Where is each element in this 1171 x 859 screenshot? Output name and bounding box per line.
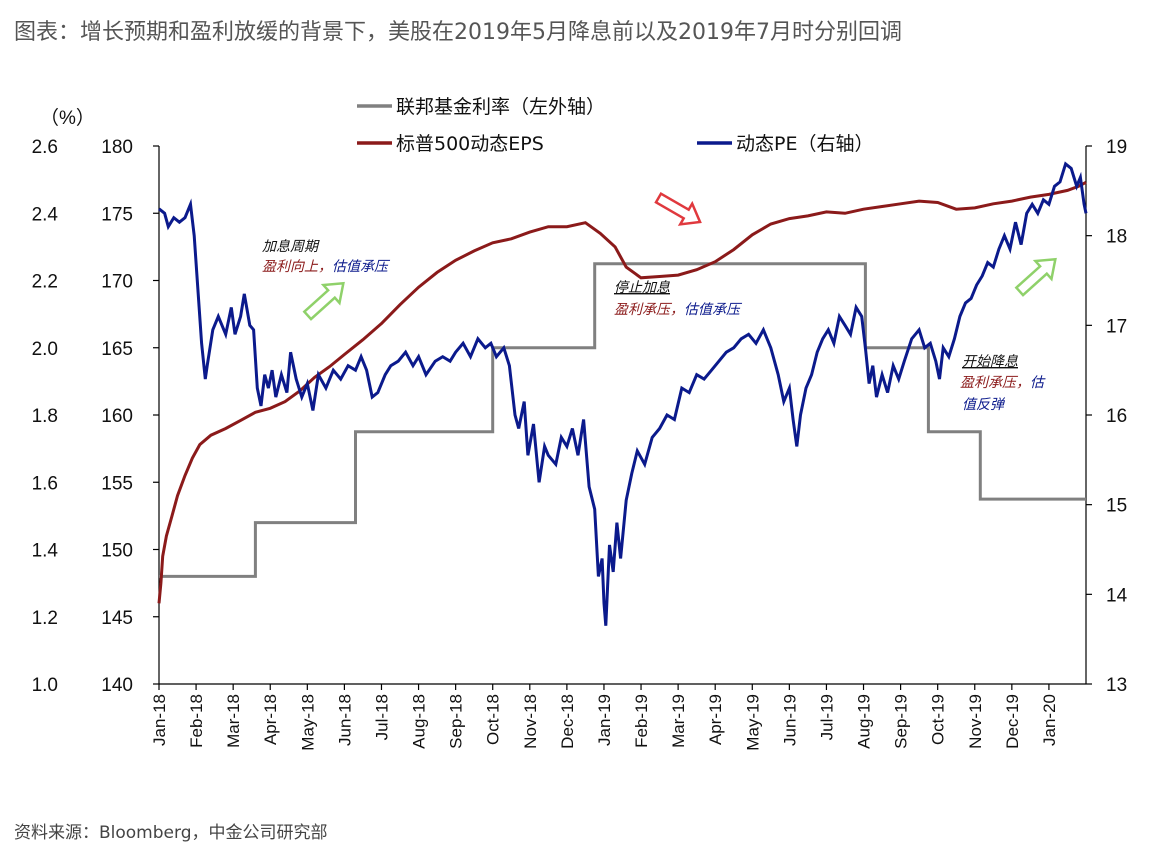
pe-tick-label: 17	[1106, 316, 1127, 337]
x-tick-label: Jan-19	[595, 694, 614, 746]
annotation-line: 盈利向上，估值承压	[262, 259, 391, 275]
pe-line	[158, 161, 1088, 626]
annotation-pe-text: 估值承压	[684, 302, 743, 318]
annotation-start-cut: 开始降息 盈利承压，估 值反弹	[960, 354, 1046, 413]
x-axis-ticks: Jan-18 Feb-18 Mar-18 Apr-18 May-18 Jun-18 Jul-…	[150, 684, 1059, 751]
eps-tick-label: 150	[101, 541, 133, 562]
x-tick-label: Jul-18	[372, 694, 391, 740]
annotation-eps-text: 盈利向上，	[262, 259, 332, 275]
rate-axis-ticks: 1.0 1.2 1.4 1.6 1.8 2.0 2.2 2.4 2.6	[32, 137, 59, 696]
legend-fed-label: 联邦基金利率（左外轴）	[396, 96, 605, 118]
x-tick-label: Mar-19	[669, 694, 688, 748]
eps-tick-label: 170	[101, 272, 133, 293]
eps-tick-label: 165	[101, 339, 133, 360]
arrow-down	[654, 191, 702, 226]
arrow-up-2	[1014, 257, 1057, 297]
pe-tick-label: 14	[1106, 585, 1128, 606]
rate-tick-label: 1.0	[32, 675, 58, 696]
arrow-up-1	[302, 281, 345, 321]
eps-tick-label: 160	[101, 406, 133, 427]
rate-tick-label: 2.2	[32, 272, 58, 293]
fed-funds-rate-line	[159, 262, 1086, 578]
rate-tick-label: 2.4	[32, 204, 59, 225]
pe-tick-label: 16	[1106, 406, 1127, 427]
x-tick-label: Jun-18	[335, 694, 354, 746]
annotation-line: 盈利承压，估	[960, 375, 1046, 391]
rate-tick-label: 1.6	[32, 473, 58, 494]
annotation-stop-hike: 停止加息 盈利承压，估值承压	[614, 280, 743, 318]
x-tick-label: Dec-19	[1003, 694, 1022, 749]
x-tick-label: May-18	[298, 694, 317, 751]
x-tick-label: May-19	[743, 694, 762, 751]
pe-tick-label: 18	[1106, 227, 1127, 248]
eps-tick-label: 180	[101, 137, 133, 158]
x-tick-label: Nov-18	[521, 694, 540, 749]
rate-tick-label: 1.2	[32, 608, 58, 629]
rate-tick-label: 1.4	[32, 541, 59, 562]
annotation-pe-text: 估	[1030, 375, 1046, 391]
unit-label: （%）	[40, 107, 95, 129]
legend-pe-label: 动态PE（右轴）	[736, 133, 873, 155]
annotation-title: 加息周期	[262, 239, 320, 255]
x-tick-label: Feb-19	[632, 694, 651, 748]
annotation-hike-cycle: 加息周期 盈利向上，估值承压	[262, 239, 391, 275]
rate-tick-label: 2.0	[32, 339, 58, 360]
rate-tick-label: 2.6	[32, 137, 58, 158]
x-tick-label: Oct-19	[929, 694, 948, 745]
eps-tick-label: 145	[101, 608, 133, 629]
x-tick-label: Aug-18	[410, 694, 429, 749]
x-tick-label: Jun-19	[780, 694, 799, 746]
pe-tick-label: 19	[1106, 137, 1127, 158]
x-tick-label: Apr-19	[706, 694, 725, 745]
rate-tick-label: 1.8	[32, 406, 58, 427]
x-tick-label: Apr-18	[261, 694, 280, 745]
annotation-title: 开始降息	[962, 354, 1018, 370]
eps-line	[157, 180, 1087, 604]
annotation-eps-text: 盈利承压，	[614, 302, 684, 318]
pe-tick-label: 13	[1106, 675, 1127, 696]
x-tick-label: Oct-18	[484, 694, 503, 745]
eps-tick-label: 175	[101, 204, 133, 225]
legend: 联邦基金利率（左外轴） 标普500动态EPS 动态PE（右轴）	[357, 96, 873, 155]
annotation-title: 停止加息	[614, 280, 670, 296]
eps-tick-label: 140	[101, 675, 133, 696]
eps-axis-ticks: 140 145 150 155 160 165 170 175 180	[101, 137, 159, 696]
annotation-eps-text: 盈利承压，	[960, 375, 1030, 391]
annotation-pe-text: 估值承压	[332, 259, 391, 275]
x-tick-label: Nov-19	[966, 694, 985, 749]
legend-eps-label: 标普500动态EPS	[396, 133, 544, 155]
x-tick-label: Jan-18	[150, 694, 169, 746]
x-tick-label: Feb-18	[187, 694, 206, 748]
annotation-line: 盈利承压，估值承压	[614, 302, 743, 318]
x-tick-label: Aug-19	[855, 694, 874, 749]
annotation-line-2: 值反弹	[962, 397, 1006, 413]
page-title: 图表：增长预期和盈利放缓的背景下，美股在2019年5月降息前以及2019年7月时…	[14, 20, 902, 45]
source-note: 资料来源：Bloomberg，中金公司研究部	[14, 823, 328, 843]
x-tick-label: Jul-19	[817, 694, 836, 740]
x-tick-label: Dec-18	[558, 694, 577, 749]
x-tick-label: Jan-20	[1040, 694, 1059, 746]
pe-tick-label: 15	[1106, 496, 1127, 517]
x-tick-label: Mar-18	[224, 694, 243, 748]
x-tick-label: Sep-19	[892, 694, 911, 749]
x-tick-label: Sep-18	[447, 694, 466, 749]
pe-axis-ticks: 13 14 15 16 17 18 19	[1086, 137, 1128, 696]
eps-tick-label: 155	[101, 473, 133, 494]
